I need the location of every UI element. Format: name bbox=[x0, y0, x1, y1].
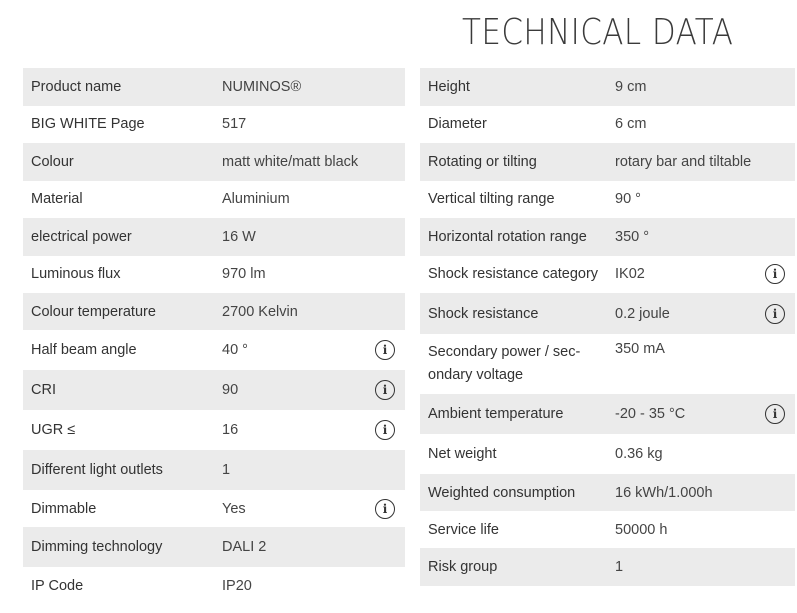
info-icon[interactable]: i bbox=[375, 420, 395, 440]
info-icon[interactable]: i bbox=[375, 380, 395, 400]
spec-value: Aluminium bbox=[222, 191, 290, 208]
spec-value: 40 ° bbox=[222, 342, 248, 358]
spec-label: electrical power bbox=[31, 228, 132, 245]
spec-row: Shock resistance 0.2 joule i bbox=[420, 293, 795, 334]
spec-label: Different light outlets bbox=[31, 462, 163, 478]
spec-value: 90 ° bbox=[615, 191, 641, 208]
spec-row: Product name NUMINOS® bbox=[23, 68, 405, 106]
spec-row: Vertical tilting range 90 ° bbox=[420, 181, 795, 219]
info-icon[interactable]: i bbox=[375, 498, 395, 519]
spec-row: Horizontal rotation range 350 ° bbox=[420, 218, 795, 256]
spec-value: 16 kWh/1.000h bbox=[615, 484, 713, 501]
spec-label: Horizontal rotation range bbox=[428, 228, 587, 245]
spec-label: Weighted consumption bbox=[428, 484, 576, 501]
spec-value: 6 cm bbox=[615, 116, 647, 133]
spec-label: Secondary power / sec-ondary voltage bbox=[428, 344, 581, 383]
spec-row: Material Aluminium bbox=[23, 181, 405, 219]
page-title: TECHNICAL DATA bbox=[462, 12, 734, 53]
spec-value: 2700 Kelvin bbox=[222, 303, 298, 320]
spec-label: Ambient temperature bbox=[428, 406, 564, 422]
spec-row: IP Code IP20 bbox=[23, 567, 405, 604]
spec-table-left: Product name NUMINOS® BIG WHITE Page 517 Col… bbox=[23, 68, 405, 604]
spec-value: 90 bbox=[222, 382, 239, 398]
spec-value: NUMINOS® bbox=[222, 78, 302, 95]
spec-value: 50000 h bbox=[615, 521, 668, 538]
spec-value: IK02 bbox=[615, 266, 645, 283]
spec-label: Diameter bbox=[428, 116, 487, 133]
spec-label: Dimming technology bbox=[31, 539, 163, 555]
spec-label: Shock resistance category bbox=[428, 266, 599, 283]
spec-label: Net weight bbox=[428, 446, 497, 462]
spec-label: Luminous flux bbox=[31, 266, 121, 283]
spec-value: 350 mA bbox=[615, 341, 665, 357]
spec-row: Half beam angle 40 ° i bbox=[23, 330, 405, 370]
spec-row: Service life 50000 h bbox=[420, 511, 795, 548]
spec-label: Risk group bbox=[428, 559, 498, 575]
info-icon[interactable]: i bbox=[375, 340, 395, 360]
spec-row: CRI 90 i bbox=[23, 370, 405, 410]
spec-row: Net weight 0.36 kg bbox=[420, 434, 795, 474]
spec-value: matt white/matt black bbox=[222, 153, 359, 170]
info-icon[interactable]: i bbox=[765, 404, 785, 424]
spec-label: Colour temperature bbox=[31, 303, 156, 320]
spec-label: Material bbox=[31, 191, 83, 208]
spec-value: 0.36 kg bbox=[615, 446, 663, 462]
spec-value: 0.2 joule bbox=[615, 305, 670, 322]
spec-table-right: Height 9 cm Diameter 6 cm Rotating or tiltin… bbox=[420, 68, 795, 586]
spec-row: Dimmable Yes i bbox=[23, 490, 405, 527]
spec-row: Secondary power / sec-ondary voltage 350 … bbox=[420, 334, 795, 394]
spec-label: Shock resistance bbox=[428, 305, 539, 322]
spec-label: Vertical tilting range bbox=[428, 191, 555, 208]
spec-row: BIG WHITE Page 517 bbox=[23, 106, 405, 144]
spec-row: Colour temperature 2700 Kelvin bbox=[23, 293, 405, 330]
info-icon[interactable]: i bbox=[765, 264, 785, 285]
spec-row: electrical power 16 W bbox=[23, 218, 405, 256]
spec-row: Risk group 1 bbox=[420, 548, 795, 586]
spec-value: rotary bar and tiltable bbox=[615, 153, 752, 170]
spec-row: Diameter 6 cm bbox=[420, 106, 795, 144]
spec-value: -20 - 35 °C bbox=[615, 406, 686, 422]
spec-label: Service life bbox=[428, 521, 499, 538]
spec-value: Yes bbox=[222, 500, 246, 517]
spec-row: Different light outlets 1 bbox=[23, 450, 405, 490]
spec-value: IP20 bbox=[222, 577, 252, 594]
spec-label: IP Code bbox=[31, 577, 84, 594]
spec-value: 517 bbox=[222, 116, 247, 133]
spec-label: Height bbox=[428, 78, 470, 95]
spec-row: Ambient temperature -20 - 35 °C i bbox=[420, 394, 795, 434]
spec-label: Colour bbox=[31, 153, 74, 170]
spec-label: UGR ≤ bbox=[31, 422, 76, 438]
spec-label: CRI bbox=[31, 382, 56, 398]
spec-label: Rotating or tilting bbox=[428, 153, 537, 170]
spec-value: 1 bbox=[222, 462, 231, 478]
spec-row: Luminous flux 970 lm bbox=[23, 256, 405, 294]
spec-row: Shock resistance category IK02 i bbox=[420, 256, 795, 294]
spec-value: 16 W bbox=[222, 228, 256, 245]
spec-label: Product name bbox=[31, 78, 122, 95]
spec-row: Colour matt white/matt black bbox=[23, 143, 405, 181]
spec-label: Dimmable bbox=[31, 500, 97, 517]
spec-row: UGR ≤ 16 i bbox=[23, 410, 405, 450]
spec-row: Rotating or tilting rotary bar and tiltab… bbox=[420, 143, 795, 181]
spec-value: 970 lm bbox=[222, 266, 266, 283]
spec-value: 9 cm bbox=[615, 78, 647, 95]
spec-row: Weighted consumption 16 kWh/1.000h bbox=[420, 474, 795, 511]
spec-label: BIG WHITE Page bbox=[31, 116, 145, 133]
spec-row: Dimming technology DALI 2 bbox=[23, 527, 405, 567]
spec-value: 16 bbox=[222, 422, 239, 438]
spec-value: 350 ° bbox=[615, 228, 650, 245]
spec-label: Half beam angle bbox=[31, 342, 137, 358]
spec-row: Height 9 cm bbox=[420, 68, 795, 106]
spec-value: 1 bbox=[615, 559, 624, 575]
spec-value: DALI 2 bbox=[222, 539, 267, 555]
info-icon[interactable]: i bbox=[765, 303, 785, 324]
